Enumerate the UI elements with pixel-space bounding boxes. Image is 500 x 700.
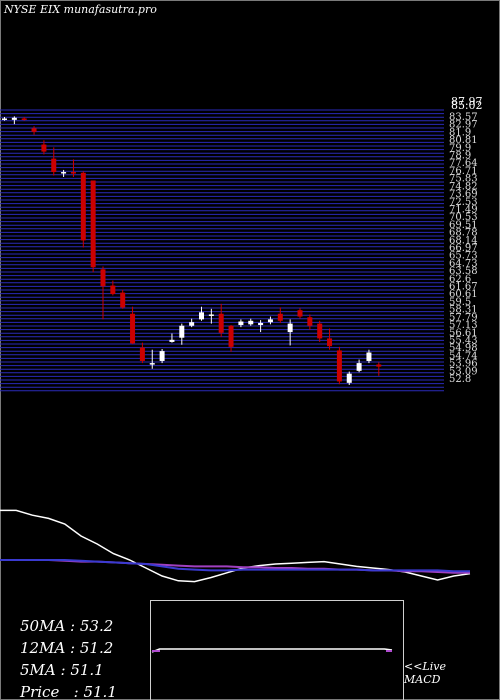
price-tick-label: 74.82 xyxy=(449,181,478,192)
macd-line-baseline xyxy=(0,559,470,573)
price-tick-label: 54.74 xyxy=(449,351,478,362)
candle-up xyxy=(2,118,7,120)
price-tick-label: 72.53 xyxy=(449,197,478,208)
candle-down xyxy=(120,292,126,308)
price-tick-label: 58.31 xyxy=(449,305,478,316)
candle-up xyxy=(11,117,17,120)
price-tick-label: 56.61 xyxy=(449,328,478,339)
price-tick-label: 60.61 xyxy=(449,289,478,300)
candle-down xyxy=(90,180,96,268)
candle-up xyxy=(179,325,185,338)
price-tick-label: 54.98 xyxy=(449,343,478,354)
candle-up xyxy=(159,351,165,361)
price-value: Price : 51.1 xyxy=(20,683,117,700)
price-tick-label: 59.5 xyxy=(449,297,471,308)
candle-up xyxy=(287,323,293,333)
candle-up xyxy=(189,322,195,326)
candle-down xyxy=(41,144,47,152)
price-tick-label: 57.13 xyxy=(449,320,478,331)
price-tick-label: 61.67 xyxy=(449,282,478,293)
candle-up xyxy=(346,373,352,383)
candle-down xyxy=(139,347,145,361)
candle-down xyxy=(317,323,323,339)
candle-up xyxy=(61,172,67,174)
candle-up xyxy=(258,322,264,326)
price-tick-label: 64.73 xyxy=(449,258,478,269)
ma12-value: 12MA : 51.2 xyxy=(20,639,114,657)
moving-average-stats: 50MA : 53.2 12MA : 51.2 5MA : 51.1 Price… xyxy=(20,615,117,700)
candle-up xyxy=(169,339,175,342)
candle-down xyxy=(277,313,283,321)
macd-panel xyxy=(150,600,404,700)
price-tick-label: 75.83 xyxy=(449,174,478,185)
price-tick-label: 62.6 xyxy=(449,274,471,285)
price-tick-label: 53.09 xyxy=(449,366,478,377)
price-tick-label: 78.9 xyxy=(449,151,471,162)
price-tick-label: 73.69 xyxy=(449,189,478,200)
price-tick-label: 81.9 xyxy=(449,127,471,138)
price-tick-label: 52.8 xyxy=(449,374,471,385)
ma5-value: 5MA : 51.1 xyxy=(20,661,104,679)
price-tick-label: 68.78 xyxy=(449,228,478,239)
candle-up xyxy=(267,319,273,323)
candle-down xyxy=(100,269,106,287)
candle-down xyxy=(327,338,333,347)
price-tick-label: 80.81 xyxy=(449,135,478,146)
candle-down xyxy=(80,172,86,241)
price-tick-label: 83.57 xyxy=(449,112,478,123)
candle-down xyxy=(130,313,136,344)
price-label-max: 87.97 xyxy=(451,95,483,108)
price-tick-label: 55.43 xyxy=(449,336,478,347)
candle-down xyxy=(307,317,313,326)
price-tick-label: 68.14 xyxy=(449,235,478,246)
price-tick-label: 82.97 xyxy=(449,120,478,131)
candle-down xyxy=(70,172,76,174)
candle-down xyxy=(110,285,116,295)
price-tick-label: 66.97 xyxy=(449,243,478,254)
price-tick-label: 79.9 xyxy=(449,143,471,154)
candle-down xyxy=(31,128,37,132)
live-macd-label: <<Live MACD xyxy=(404,660,446,686)
chart-title: NYSE EIX munafasutra.pro xyxy=(4,3,157,16)
candle-down xyxy=(218,313,224,333)
price-tick-label: 76.71 xyxy=(449,166,478,177)
price-tick-label: 71.49 xyxy=(449,205,478,216)
price-tick-label: 77.64 xyxy=(449,158,478,169)
candle-down xyxy=(51,158,57,173)
ma50-value: 50MA : 53.2 xyxy=(20,617,114,635)
macd-inset-line xyxy=(151,648,393,653)
price-tick-label: 63.58 xyxy=(449,266,478,277)
candle-down xyxy=(336,350,342,382)
candle-down xyxy=(228,325,234,347)
price-label-top: 85.02 xyxy=(451,99,483,112)
candle-up xyxy=(248,320,254,325)
price-tick-label: 70.53 xyxy=(449,212,478,223)
candle-down xyxy=(21,118,27,120)
price-tick-label: 65.73 xyxy=(449,251,478,262)
candle-up xyxy=(199,312,204,320)
candle-down xyxy=(376,364,382,367)
candle-up xyxy=(238,321,244,326)
candle-down xyxy=(297,310,303,317)
candle-up xyxy=(149,363,155,365)
candle-up xyxy=(356,363,362,371)
candle-up xyxy=(208,314,214,316)
price-tick-label: 53.96 xyxy=(449,359,478,370)
price-tick-label: 69.51 xyxy=(449,220,478,231)
price-tick-label: 57.79 xyxy=(449,312,478,323)
candle-up xyxy=(366,352,372,361)
